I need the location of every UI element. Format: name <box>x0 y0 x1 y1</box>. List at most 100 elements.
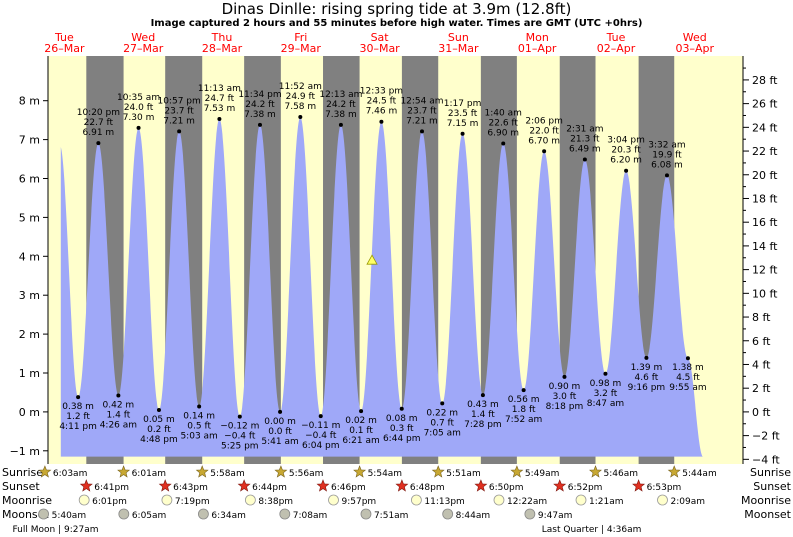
high-tide-label: 24.5 ft <box>367 97 397 107</box>
low-tide-label: 6:04 pm <box>302 441 340 451</box>
sunrise-time: 6:03am <box>53 469 88 479</box>
high-tide-label: 7.38 m <box>244 110 276 120</box>
low-tide-dot <box>603 371 608 376</box>
low-tide-dot <box>156 407 161 412</box>
low-tide-label: 6:21 am <box>342 436 379 446</box>
high-tide-label: 7.21 m <box>406 116 438 126</box>
high-tide-label: 1:40 am <box>485 108 522 118</box>
right-tick-label: 22 ft <box>752 145 778 158</box>
low-tide-label: 1.4 ft <box>107 411 131 421</box>
tide-area <box>60 117 704 457</box>
high-tide-label: 23.7 ft <box>164 106 194 116</box>
high-tide-dot <box>338 122 343 127</box>
moonset-row-label: Moonset <box>2 508 49 521</box>
sunrise-star-icon <box>589 465 602 478</box>
right-tick-label: 28 ft <box>752 74 778 87</box>
sunrise-star-icon <box>195 465 209 478</box>
sunrise-time: 5:58am <box>210 469 245 479</box>
low-tide-label: 7:05 am <box>424 428 461 438</box>
low-tide-label: 1.39 m <box>631 363 663 373</box>
low-tide-label: 0.98 m <box>590 379 622 389</box>
day-date: 29–Mar <box>281 42 322 55</box>
high-tide-label: 12:13 am <box>319 90 362 100</box>
moonset-time: 6:05am <box>132 511 167 521</box>
sunrise-time: 6:01am <box>132 469 167 479</box>
right-tick-label: 12 ft <box>752 264 778 277</box>
high-tide-label: 7.38 m <box>325 110 357 120</box>
low-tide-dot <box>399 406 404 411</box>
sunrise-star-icon <box>510 465 524 478</box>
high-tide-label: 7.46 m <box>366 107 398 117</box>
high-tide-label: 19.9 ft <box>652 150 682 160</box>
low-tide-dot <box>116 393 121 398</box>
high-tide-dot <box>460 131 465 136</box>
day-date: 30–Mar <box>359 42 400 55</box>
sunrise-time: 5:54am <box>368 469 403 479</box>
low-tide-label: 1.4 ft <box>471 410 495 420</box>
moonset-moon-icon <box>279 508 291 520</box>
low-tide-label: 1.2 ft <box>66 412 90 422</box>
low-tide-label: 7:28 pm <box>464 420 502 430</box>
right-tick-label: 4 ft <box>752 358 771 371</box>
high-tide-dot <box>624 168 629 173</box>
left-tick-label: 6 m <box>19 173 40 186</box>
low-tide-label: 0.02 m <box>345 416 377 426</box>
low-tide-label: 0.43 m <box>467 400 499 410</box>
moonrise-time: 11:13pm <box>424 497 464 507</box>
sunrise-row-label: Sunrise <box>2 466 43 479</box>
moon-phase-label: Last Quarter | 4:36am <box>542 525 642 535</box>
moonset-moon-icon <box>360 508 372 520</box>
low-tide-dot <box>278 409 283 414</box>
day-name: Wed <box>683 31 707 44</box>
moonrise-moon-icon <box>575 494 587 506</box>
moonrise-moon-icon <box>493 494 505 506</box>
day-date: 01–Apr <box>518 42 557 55</box>
high-tide-dot <box>419 129 424 134</box>
day-name: Tue <box>54 31 74 44</box>
moonset-moon-icon <box>442 508 454 520</box>
low-tide-dot <box>197 404 202 409</box>
low-tide-label: 0.05 m <box>143 415 175 425</box>
high-tide-label: 2:31 am <box>566 124 603 134</box>
low-tide-label: 0.14 m <box>183 411 215 421</box>
day-name: Fri <box>294 31 307 44</box>
high-tide-label: 11:13 am <box>198 84 241 94</box>
high-tide-label: 11:34 pm <box>238 90 281 100</box>
sunset-time: 6:46pm <box>331 483 366 493</box>
sunset-time: 6:52pm <box>568 483 603 493</box>
high-tide-label: 7.15 m <box>447 119 479 129</box>
left-tick-label: 0 m <box>19 406 40 419</box>
moonset-moon-icon <box>524 508 536 520</box>
high-tide-label: 22.7 ft <box>84 118 114 128</box>
high-tide-dot <box>379 119 384 124</box>
low-tide-label: 9:16 pm <box>628 383 666 393</box>
low-tide-label: −0.4 ft <box>224 432 256 442</box>
sunset-star-icon <box>632 479 646 492</box>
left-tick-label: −1 m <box>10 445 40 458</box>
moon-phase-label: Full Moon | 9:27am <box>13 525 99 535</box>
moonrise-time: 2:09am <box>670 497 705 507</box>
left-tick-label: 3 m <box>19 289 40 302</box>
moonrise-moon-icon <box>657 494 668 506</box>
high-tide-dot <box>177 129 182 134</box>
high-tide-dot <box>257 122 262 127</box>
high-tide-label: 7.58 m <box>284 102 316 112</box>
moonset-time: 6:34am <box>211 511 246 521</box>
low-tide-label: 0.00 m <box>264 417 296 427</box>
high-tide-label: 10:20 pm <box>77 108 120 118</box>
low-tide-dot <box>562 374 567 379</box>
high-tide-label: 23.7 ft <box>407 106 437 116</box>
sunset-star-icon <box>79 479 93 492</box>
high-tide-label: 12:33 pm <box>360 87 403 97</box>
high-tide-label: 6.91 m <box>83 128 115 138</box>
day-name: Sun <box>448 31 469 44</box>
moonset-time: 9:47am <box>538 511 573 521</box>
day-date: 02–Apr <box>597 42 636 55</box>
sunset-time: 6:44pm <box>252 483 287 493</box>
low-tide-label: 3.2 ft <box>594 389 618 399</box>
low-tide-label: 8:47 am <box>587 399 624 409</box>
high-tide-dot <box>298 115 303 120</box>
moonset-moon-icon <box>198 508 209 520</box>
high-tide-dot <box>136 125 141 130</box>
